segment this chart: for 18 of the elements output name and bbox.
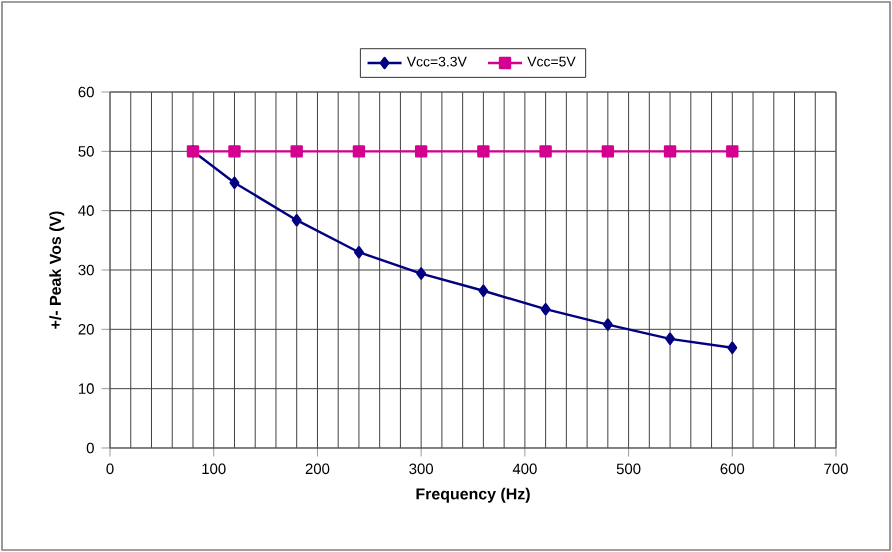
point bbox=[665, 332, 676, 346]
point bbox=[601, 145, 615, 158]
point bbox=[478, 284, 489, 297]
point bbox=[539, 145, 552, 158]
point bbox=[228, 145, 241, 158]
point bbox=[540, 302, 551, 316]
point bbox=[727, 341, 738, 354]
point bbox=[663, 145, 677, 158]
point bbox=[414, 145, 428, 158]
point bbox=[353, 246, 364, 259]
point bbox=[416, 267, 427, 280]
point bbox=[290, 145, 303, 158]
point bbox=[477, 145, 490, 158]
point bbox=[726, 145, 739, 158]
point bbox=[229, 176, 240, 189]
point bbox=[602, 318, 613, 331]
point bbox=[352, 145, 366, 158]
point bbox=[291, 213, 302, 227]
